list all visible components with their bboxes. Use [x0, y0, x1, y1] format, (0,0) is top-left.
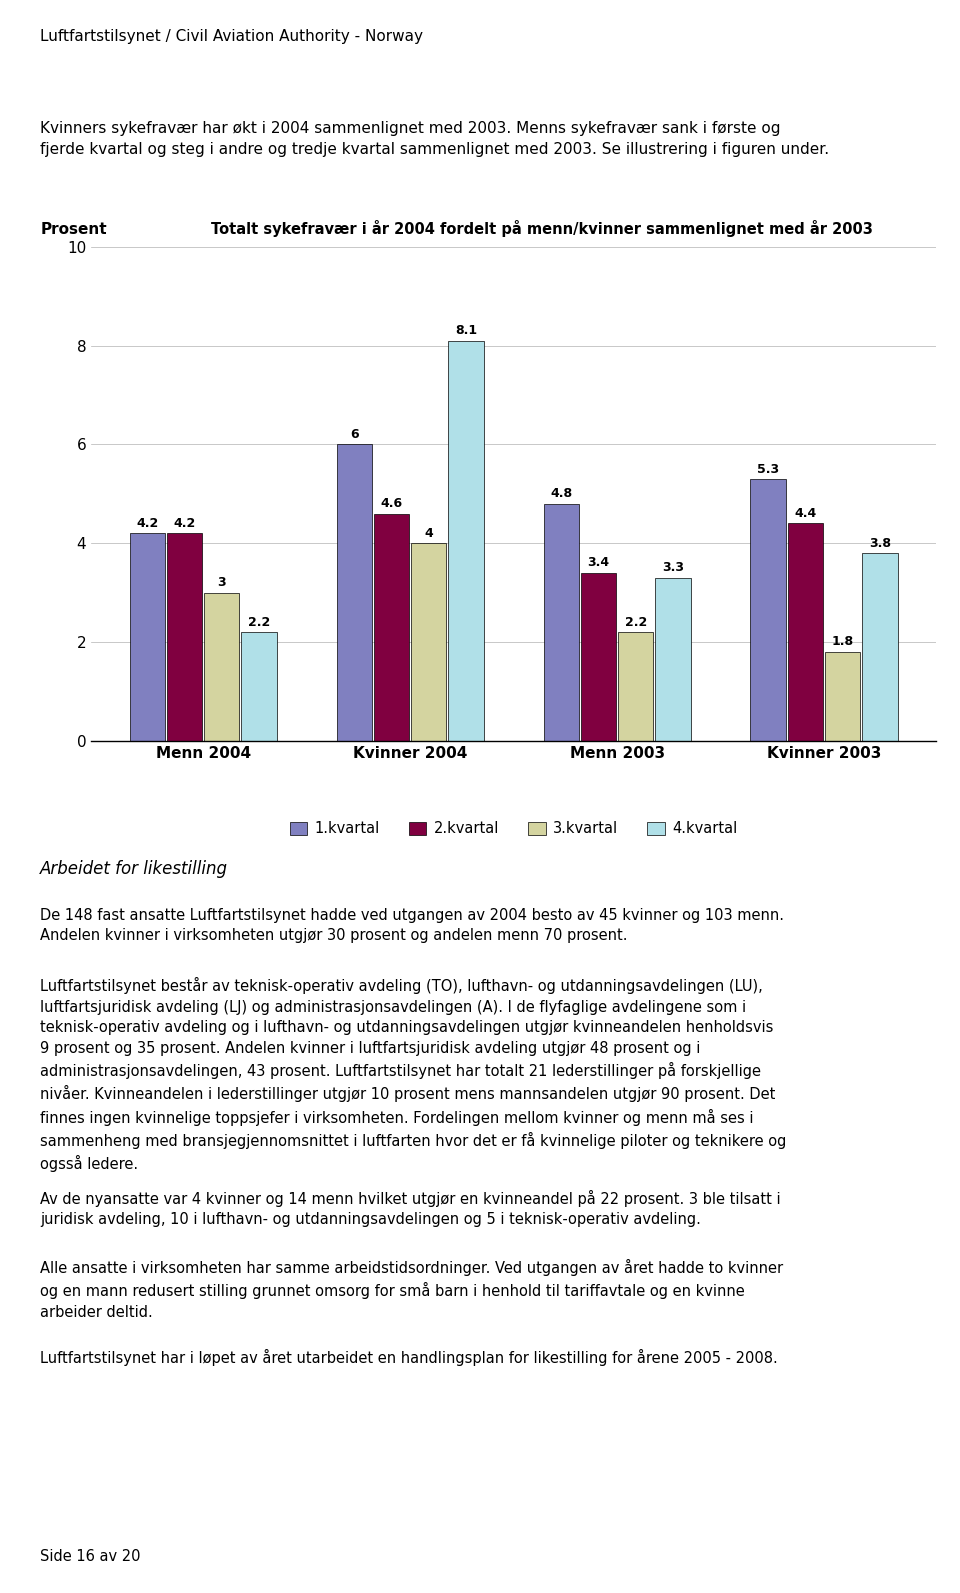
Text: 1.8: 1.8 — [831, 636, 853, 648]
Text: 4.2: 4.2 — [136, 516, 158, 530]
Text: 4.4: 4.4 — [794, 507, 817, 519]
Text: 6: 6 — [350, 429, 358, 441]
Text: Prosent: Prosent — [40, 223, 107, 237]
Bar — [337, 444, 372, 741]
Bar — [167, 534, 203, 741]
Text: Kvinners sykefravær har økt i 2004 sammenlignet med 2003. Menns sykefravær sank : Kvinners sykefravær har økt i 2004 samme… — [40, 121, 829, 158]
Bar — [788, 524, 823, 741]
Text: 4.8: 4.8 — [550, 487, 572, 500]
Text: Av de nyansatte var 4 kvinner og 14 menn hvilket utgjør en kvinneandel på 22 pro: Av de nyansatte var 4 kvinner og 14 menn… — [40, 1190, 780, 1227]
Bar — [411, 543, 446, 741]
Text: 4.6: 4.6 — [380, 497, 402, 510]
Text: 8.1: 8.1 — [455, 325, 477, 338]
Bar — [862, 553, 898, 741]
Text: Luftfartstilsynet / Civil Aviation Authority - Norway: Luftfartstilsynet / Civil Aviation Autho… — [40, 29, 423, 43]
Text: 3.4: 3.4 — [588, 556, 610, 569]
Text: Arbeidet for likestilling: Arbeidet for likestilling — [40, 860, 228, 878]
Bar — [825, 652, 860, 741]
Text: De 148 fast ansatte Luftfartstilsynet hadde ved utgangen av 2004 besto av 45 kvi: De 148 fast ansatte Luftfartstilsynet ha… — [40, 908, 784, 943]
Bar — [618, 632, 654, 741]
Text: Side 16 av 20: Side 16 av 20 — [40, 1550, 141, 1564]
Text: 4.2: 4.2 — [174, 516, 196, 530]
Text: Totalt sykefravær i år 2004 fordelt på menn/kvinner sammenlignet med år 2003: Totalt sykefravær i år 2004 fordelt på m… — [211, 220, 874, 237]
Text: 3.3: 3.3 — [662, 561, 684, 575]
Text: 2.2: 2.2 — [248, 615, 270, 629]
Bar — [241, 632, 276, 741]
Text: Luftfartstilsynet består av teknisk-operativ avdeling (TO), lufthavn- og utdanni: Luftfartstilsynet består av teknisk-oper… — [40, 978, 786, 1172]
Bar — [373, 513, 409, 741]
Bar — [751, 479, 786, 741]
Bar — [656, 578, 690, 741]
Bar — [204, 593, 239, 741]
Text: 3.8: 3.8 — [869, 537, 891, 550]
Text: 5.3: 5.3 — [757, 462, 780, 476]
Bar — [130, 534, 165, 741]
Text: 4: 4 — [424, 527, 433, 540]
Bar — [543, 503, 579, 741]
Text: Alle ansatte i virksomheten har samme arbeidstidsordninger. Ved utgangen av året: Alle ansatte i virksomheten har samme ar… — [40, 1258, 783, 1321]
Legend: 1.kvartal, 2.kvartal, 3.kvartal, 4.kvartal: 1.kvartal, 2.kvartal, 3.kvartal, 4.kvart… — [284, 816, 743, 843]
Text: 2.2: 2.2 — [625, 615, 647, 629]
Bar — [581, 573, 616, 741]
Bar — [448, 341, 484, 741]
Text: 3: 3 — [218, 577, 227, 589]
Text: Luftfartstilsynet har i løpet av året utarbeidet en handlingsplan for likestilli: Luftfartstilsynet har i løpet av året ut… — [40, 1349, 778, 1365]
